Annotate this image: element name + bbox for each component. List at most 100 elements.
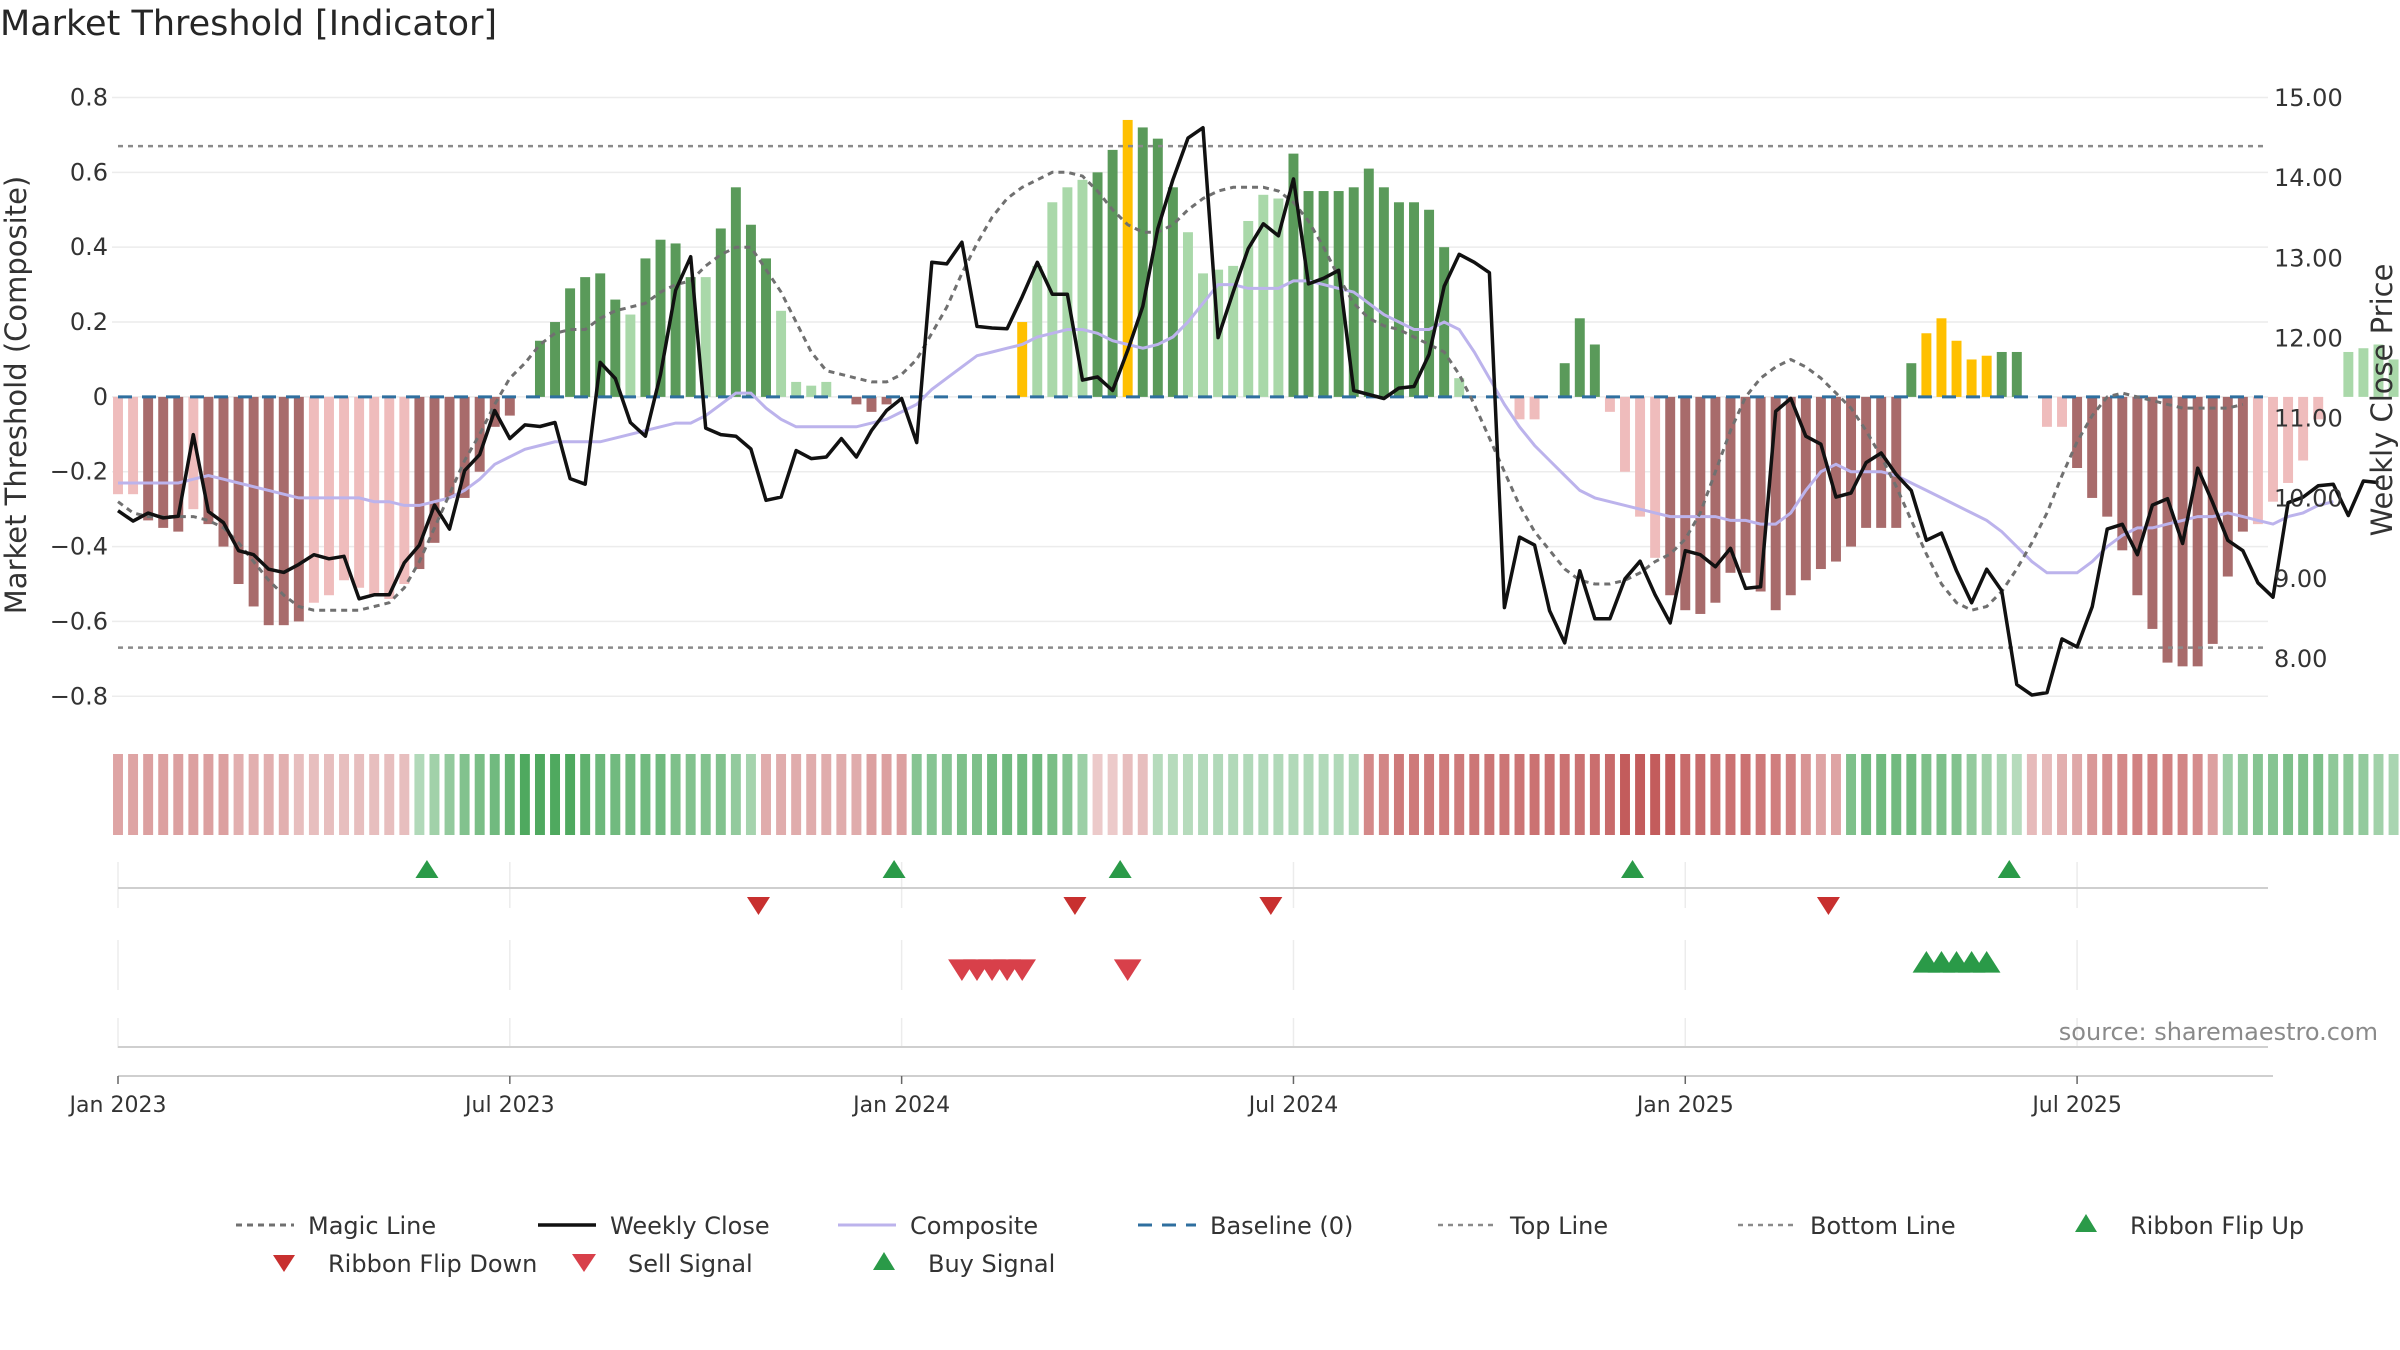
y2-tick-label: 8.00 xyxy=(2274,645,2327,673)
ribbon-cell xyxy=(1092,754,1103,835)
composite-bar xyxy=(293,396,304,622)
ribbon-cell xyxy=(1635,754,1646,835)
ribbon-cell xyxy=(1409,754,1419,835)
ribbon-cell xyxy=(1393,754,1404,835)
ribbon-cell xyxy=(384,754,395,835)
ribbon-cell xyxy=(233,754,244,835)
composite-bar xyxy=(203,396,214,525)
composite-bar xyxy=(730,187,741,397)
y-tick-label: −0.8 xyxy=(50,682,108,710)
legend-item: Ribbon Flip Up xyxy=(2075,1212,2304,1240)
composite-bar xyxy=(2041,396,2052,427)
composite-bar xyxy=(233,396,244,585)
ribbon-cell xyxy=(2132,754,2143,835)
ribbon-cell xyxy=(2192,754,2203,835)
composite-bar xyxy=(173,396,184,532)
composite-bar xyxy=(1650,396,1661,558)
legend-item: Ribbon Flip Down xyxy=(273,1250,537,1278)
composite-bar xyxy=(2057,396,2067,427)
composite-bar xyxy=(1981,355,1992,397)
composite-bar xyxy=(1107,149,1118,397)
ribbon-cell xyxy=(956,754,967,835)
composite-bar xyxy=(1604,396,1615,412)
composite-bar xyxy=(2207,396,2218,644)
ribbon-cell xyxy=(640,754,651,835)
composite-bar xyxy=(2072,396,2083,468)
ribbon-cell xyxy=(1002,754,1013,835)
ribbon-cell xyxy=(1107,754,1118,835)
ribbon-cell xyxy=(1529,754,1540,835)
composite-bar xyxy=(2237,396,2248,532)
composite-bar xyxy=(1122,119,1133,397)
composite-bar xyxy=(821,381,832,397)
composite-bar xyxy=(1695,396,1706,614)
ribbon-cell xyxy=(1921,754,1932,835)
composite-bar xyxy=(384,396,395,599)
composite-bar xyxy=(1318,191,1329,397)
ribbon-cell xyxy=(1499,754,1510,835)
composite-bar xyxy=(685,277,696,397)
composite-bar xyxy=(1906,363,1917,397)
y-tick-label: 0.4 xyxy=(70,233,108,261)
ribbon-cell xyxy=(1846,754,1857,835)
ribbon-cell xyxy=(806,754,817,835)
legend-label: Baseline (0) xyxy=(1210,1212,1353,1240)
composite-bar xyxy=(414,396,425,570)
composite-bar xyxy=(354,396,365,588)
ribbon-cell xyxy=(1318,754,1329,835)
composite-bar xyxy=(2358,348,2369,397)
composite-bar xyxy=(2283,396,2294,483)
composite-bar xyxy=(1680,396,1691,611)
ribbon-cell xyxy=(2328,754,2339,835)
bar-layer xyxy=(113,119,2399,667)
composite-bar xyxy=(1936,318,1947,397)
ribbon-cell xyxy=(1544,754,1555,835)
ribbon-cell xyxy=(429,754,440,835)
composite-bar xyxy=(1243,220,1254,397)
composite-bar xyxy=(655,239,666,397)
composite-bar xyxy=(278,396,289,626)
ribbon-cell xyxy=(1770,754,1781,835)
composite-bar xyxy=(128,396,139,495)
x-tick-label: Jul 2025 xyxy=(2030,1093,2122,1118)
ribbon-cell xyxy=(1439,754,1450,835)
composite-bar xyxy=(715,228,726,397)
composite-bar xyxy=(2313,396,2324,420)
ribbon-cell xyxy=(1604,754,1615,835)
ribbon-cell xyxy=(1152,754,1163,835)
composite-bar xyxy=(1891,396,1902,528)
ribbon-cell xyxy=(459,754,470,835)
composite-bar xyxy=(444,396,455,498)
ribbon-cell xyxy=(1620,754,1630,835)
composite-bar xyxy=(595,273,606,397)
ribbon-cell xyxy=(1258,754,1269,835)
ribbon-cell xyxy=(1424,754,1435,835)
ribbon-cell xyxy=(1288,754,1299,835)
axes-layer: 0.8 0.6 0.4 0.2 0 −0.2 −0.4 −0.6 −0.8 15.00 14.00 1… xyxy=(0,83,2399,1118)
ribbon-cell xyxy=(1725,754,1736,835)
composite-bar xyxy=(580,277,591,397)
legend: Magic Line Weekly Close Composite Baseline … xyxy=(236,1212,2304,1278)
ribbon-cell xyxy=(1363,754,1374,835)
ribbon-cell xyxy=(715,754,726,835)
ribbon-cell xyxy=(2343,754,2354,835)
ribbon-cell xyxy=(1830,754,1841,835)
composite-bar xyxy=(550,322,561,397)
ribbon-cell xyxy=(2057,754,2067,835)
y2-tick-label: 12.00 xyxy=(2274,324,2343,352)
ribbon-cell xyxy=(1800,754,1811,835)
composite-bar xyxy=(459,396,470,498)
composite-bar xyxy=(625,314,636,397)
composite-bar xyxy=(1996,351,2007,397)
y-tick-label: −0.2 xyxy=(50,458,108,486)
legend-item: Weekly Close xyxy=(538,1212,770,1240)
ribbon-cell xyxy=(1182,754,1193,835)
ribbon-cell xyxy=(2373,754,2384,835)
legend-swatch-triangle-up xyxy=(2075,1214,2097,1232)
buy-signal-marker xyxy=(1972,951,2001,973)
ribbon-cell xyxy=(1650,754,1661,835)
composite-bar xyxy=(1333,191,1344,397)
ribbon-cell xyxy=(263,754,274,835)
ribbon-cell xyxy=(1906,754,1917,835)
ribbon-cell xyxy=(504,754,515,835)
